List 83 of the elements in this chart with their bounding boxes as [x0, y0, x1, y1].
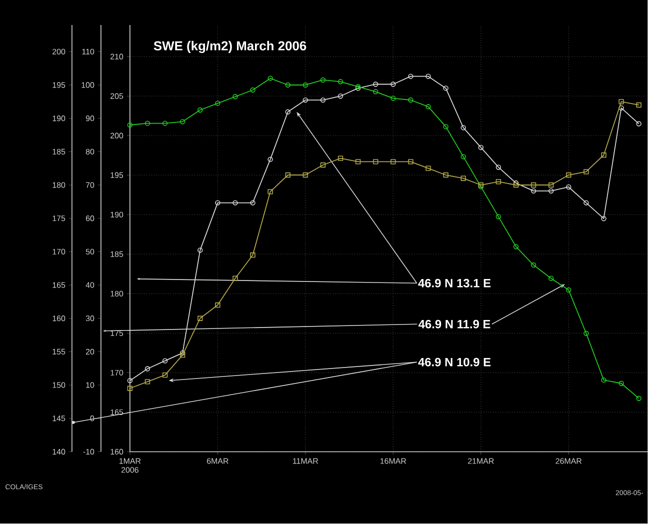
point — [496, 164, 502, 170]
point — [566, 172, 572, 178]
point — [408, 159, 414, 164]
point — [530, 188, 536, 194]
point — [144, 379, 150, 384]
point — [373, 82, 378, 88]
point — [198, 248, 203, 253]
point — [530, 262, 536, 268]
annotation: 46.9 N 11.9 E — [418, 320, 490, 328]
point — [320, 162, 326, 168]
point — [127, 386, 133, 392]
point — [268, 76, 273, 82]
point — [338, 79, 344, 84]
point — [530, 182, 536, 188]
point — [584, 200, 589, 206]
point — [566, 288, 572, 293]
point — [390, 159, 396, 164]
point — [548, 188, 554, 194]
point — [390, 96, 396, 102]
point — [408, 98, 414, 103]
point — [618, 380, 624, 386]
point — [215, 100, 220, 106]
point — [180, 119, 186, 124]
point — [144, 366, 150, 372]
point — [390, 82, 396, 88]
point — [162, 120, 168, 126]
point — [232, 200, 238, 206]
point — [460, 154, 466, 160]
point — [548, 276, 554, 282]
point — [162, 372, 168, 378]
point — [215, 200, 220, 206]
point — [443, 124, 448, 130]
point — [408, 74, 414, 80]
point — [584, 169, 589, 174]
point — [285, 172, 290, 178]
point — [162, 358, 168, 364]
point — [302, 98, 308, 103]
point — [198, 108, 203, 113]
point — [250, 200, 256, 206]
point — [548, 182, 554, 188]
point — [460, 176, 466, 182]
point — [443, 86, 448, 91]
point — [618, 99, 624, 104]
point — [250, 88, 256, 93]
point — [250, 252, 256, 258]
point — [285, 82, 290, 88]
point — [443, 172, 448, 178]
point — [636, 102, 642, 108]
annotation: 46.9 N 13.1 E — [418, 279, 491, 288]
point — [232, 276, 238, 282]
point — [601, 152, 606, 158]
point — [302, 82, 308, 88]
point — [373, 159, 378, 164]
point — [584, 330, 589, 336]
point — [496, 214, 502, 220]
point — [198, 316, 203, 322]
point — [338, 94, 344, 99]
point — [215, 302, 220, 308]
point — [144, 120, 150, 126]
point — [320, 78, 326, 83]
point — [426, 166, 431, 172]
point — [180, 350, 186, 356]
point — [268, 156, 273, 162]
point — [496, 179, 502, 184]
point — [601, 216, 606, 222]
point — [426, 74, 431, 80]
annotation: 46.9 N 10.9 E — [418, 358, 491, 366]
point — [268, 189, 273, 194]
point — [601, 378, 606, 383]
point — [302, 172, 308, 178]
point — [566, 184, 572, 190]
point — [232, 94, 238, 100]
point — [320, 98, 326, 103]
point — [373, 89, 378, 94]
point — [285, 109, 290, 115]
text: SWE (kg/m2) March 2006 — [154, 41, 306, 54]
point — [460, 125, 466, 130]
point — [618, 106, 624, 111]
point — [338, 156, 344, 162]
point — [355, 159, 361, 164]
point — [426, 104, 431, 110]
point — [478, 145, 484, 150]
point — [513, 244, 519, 250]
